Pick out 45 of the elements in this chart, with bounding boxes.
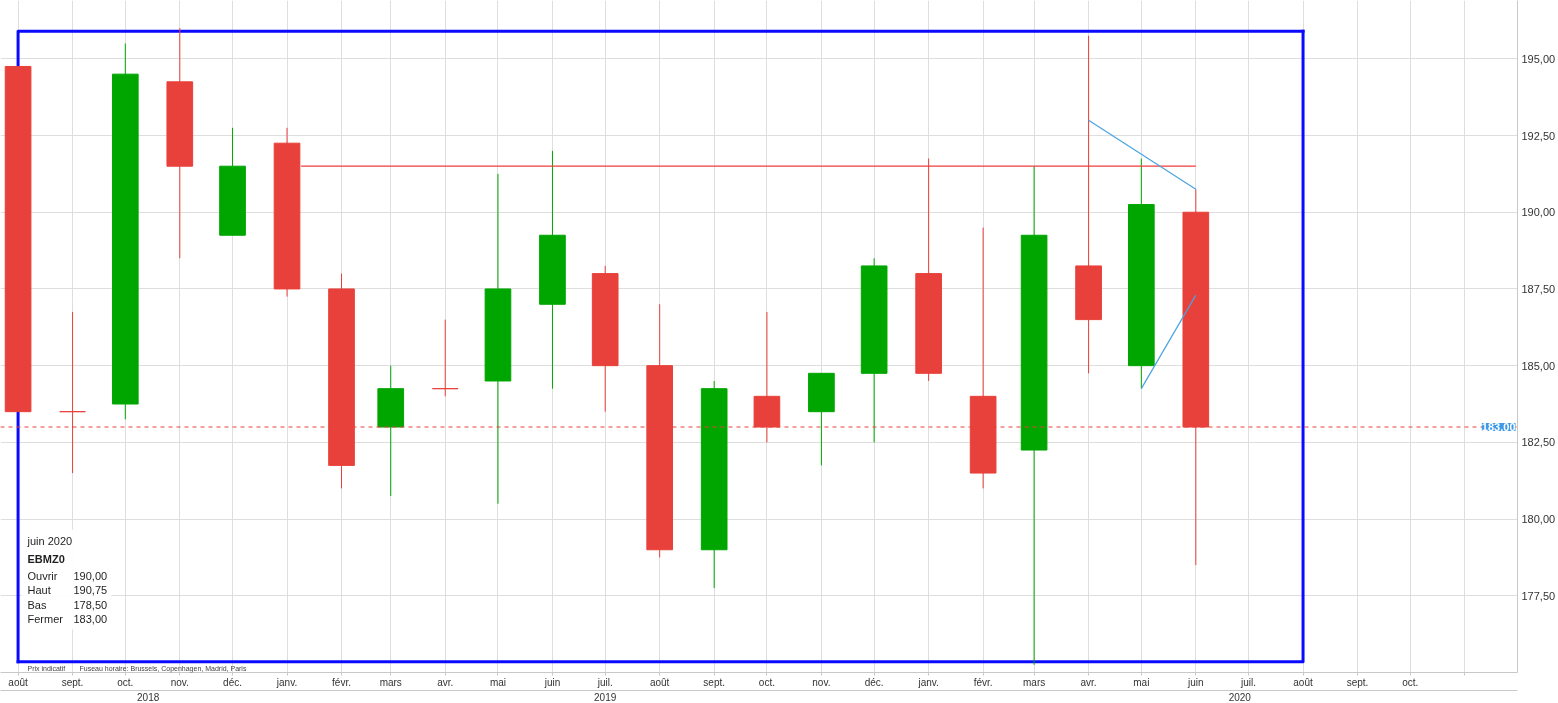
x-tick-label: nov.: [170, 676, 189, 688]
x-tick-label: août: [649, 676, 670, 688]
x-tick-label: avr.: [1080, 676, 1097, 688]
text: Ouvrir 190,00: [27, 569, 108, 582]
x-tick-label: avr.: [437, 676, 454, 688]
x-tick-label: oct.: [1402, 676, 1419, 688]
text: Haut 190,75: [27, 584, 108, 596]
x-tick-label: juin: [543, 676, 561, 688]
y-tick-label: 185,00: [1521, 359, 1556, 372]
x-tick-label: sept.: [61, 676, 84, 688]
x-tick-label: sept.: [703, 676, 726, 688]
x-tick-label: juil.: [1240, 676, 1257, 688]
text: Bas 178,50: [27, 598, 108, 611]
x-tick-label: juil.: [596, 676, 613, 688]
x-tick-label: févr.: [973, 676, 993, 688]
annotation: Fermer 183,00: [27, 613, 108, 625]
y-tick-label: 180,00: [1521, 513, 1556, 526]
x-tick-label: août: [1293, 676, 1313, 688]
y-tick-label: 195,00: [1521, 52, 1556, 65]
text: juin 2020: [26, 534, 73, 547]
y-tick-label: 192,50: [1521, 129, 1556, 142]
x2-tick-label: 2018: [137, 691, 160, 703]
x-tick-label: déc.: [223, 676, 242, 688]
x-tick-label: mars: [1022, 676, 1046, 688]
x-tick-label: févr.: [332, 676, 351, 688]
x-tick-label: juin: [1187, 676, 1204, 688]
x-tick-label: nov.: [812, 676, 831, 688]
x-tick-label: janv.: [917, 676, 939, 688]
x2-tick-label: 2019: [594, 691, 617, 703]
y-tick-label: 177,50: [1521, 589, 1556, 602]
text: EBMZ0: [27, 552, 65, 565]
ref-line-label: 183,00: [1481, 421, 1516, 434]
x2-tick-label: 2020: [1228, 691, 1252, 703]
x-tick-label: déc.: [864, 676, 884, 688]
x-tick-label: mars: [379, 676, 402, 688]
y-tick-label: 187,50: [1521, 282, 1556, 295]
y-tick-label: 182,50: [1521, 436, 1556, 449]
x-tick-label: sept.: [1346, 676, 1369, 688]
x-tick-label: oct.: [117, 676, 134, 688]
x-tick-label: mai: [1133, 676, 1150, 688]
x-tick-label: mai: [489, 676, 507, 688]
x-tick-label: janv.: [275, 676, 298, 688]
x-tick-label: août: [8, 676, 29, 688]
x-tick-label: oct.: [758, 676, 775, 688]
y-tick-label: 190,00: [1521, 206, 1556, 219]
